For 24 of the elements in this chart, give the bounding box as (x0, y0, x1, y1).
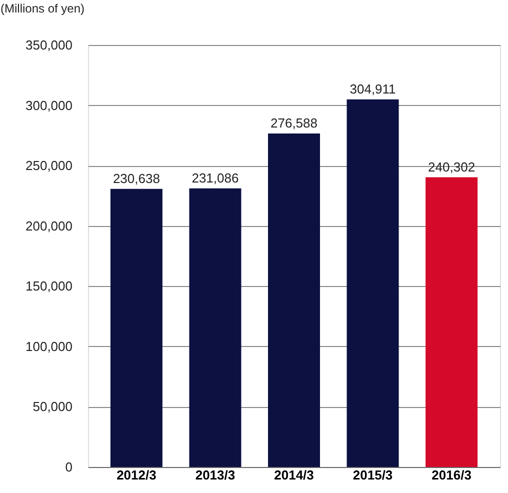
data-label: 304,911 (350, 81, 396, 96)
x-tick-label: 2012/3 (116, 468, 156, 482)
y-tick-label: 150,000 (26, 278, 72, 294)
x-tick-label: 2013/3 (195, 468, 236, 482)
data-label: 240,302 (428, 159, 476, 174)
y-tick-label: 250,000 (26, 158, 72, 174)
y-tick-label: 300,000 (26, 98, 72, 113)
x-tick-label: 2015/3 (352, 468, 393, 482)
y-tick-label: 50,000 (32, 399, 72, 414)
y-tick-label: 350,000 (26, 38, 72, 52)
y-axis-title: (Millions of yen) (0, 2, 85, 16)
data-label: 230,638 (112, 170, 160, 186)
x-tick-label: 2016/3 (432, 468, 472, 482)
data-label: 276,588 (270, 116, 318, 131)
bar (189, 188, 242, 467)
bar (346, 99, 399, 467)
x-tick-label: 2014/3 (274, 468, 314, 482)
data-label: 231,086 (192, 170, 239, 186)
y-tick-label: 0 (65, 460, 72, 474)
bar (426, 177, 478, 467)
bar (110, 188, 162, 467)
y-tick-label: 200,000 (26, 218, 72, 234)
bar (268, 134, 320, 467)
y-tick-label: 100,000 (26, 338, 72, 354)
